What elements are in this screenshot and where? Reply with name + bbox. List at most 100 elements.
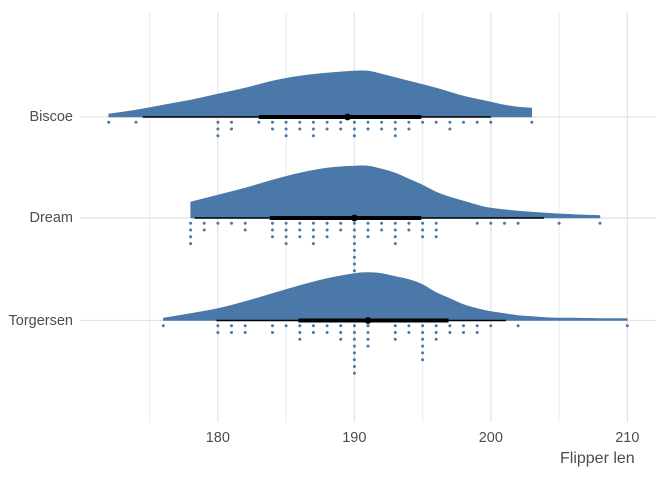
data-point-dot [230, 127, 233, 131]
data-point-dot [189, 235, 193, 239]
data-point-dot [311, 134, 315, 138]
data-point-dot [434, 221, 438, 225]
data-point-dot [325, 127, 329, 131]
data-point-dot [448, 324, 452, 328]
data-point-dot [271, 127, 274, 131]
data-point-dot [421, 120, 425, 124]
data-point-dot [325, 331, 329, 334]
data-point-dot [107, 120, 111, 124]
data-point-dot [243, 221, 247, 225]
data-point-dot [434, 337, 438, 341]
data-point-dot [530, 120, 534, 124]
data-point-dot [352, 228, 356, 232]
data-point-dot [516, 324, 520, 328]
data-point-dot [230, 331, 233, 334]
data-point-dot [352, 221, 356, 225]
data-point-dot [271, 235, 274, 239]
median-point [350, 214, 358, 222]
data-point-dot [393, 221, 397, 225]
data-point-dot [448, 127, 452, 131]
x-tick-label-210: 210 [615, 430, 640, 446]
data-point-dot [393, 228, 397, 232]
data-point-dot [243, 331, 247, 334]
data-point-dot [380, 127, 384, 131]
data-point-dot [352, 324, 356, 328]
data-point-dot [284, 134, 288, 138]
data-point-dot [311, 221, 315, 225]
data-point-dot [625, 324, 629, 328]
data-point-dot [325, 221, 329, 225]
data-point-dot [298, 337, 302, 341]
data-point-dot [421, 324, 425, 328]
data-point-dot [434, 324, 438, 328]
data-point-dot [366, 221, 370, 225]
data-point-dot [421, 228, 425, 232]
y-axis-label-torgersen: Torgersen [8, 312, 73, 329]
data-point-dot [325, 235, 329, 239]
data-point-dot [298, 331, 302, 334]
data-point-dot [339, 228, 343, 232]
data-point-dot [557, 221, 561, 225]
data-point-dot [366, 337, 370, 341]
data-point-dot [311, 242, 315, 246]
data-point-dot [352, 255, 356, 259]
data-point-dot [421, 337, 425, 341]
data-point-dot [352, 337, 356, 341]
data-point-dot [352, 120, 356, 124]
y-axis-label-dream: Dream [29, 210, 73, 226]
data-point-dot [216, 331, 220, 334]
data-point-dot [311, 120, 315, 124]
data-point-dot [189, 228, 193, 232]
data-point-dot [352, 351, 356, 355]
data-point-dot [475, 120, 479, 124]
data-point-dot [352, 371, 356, 375]
data-point-dot [202, 221, 206, 225]
data-point-dot [366, 120, 370, 124]
data-point-dot [284, 324, 288, 328]
data-point-dot [516, 221, 520, 225]
data-point-dot [189, 242, 193, 246]
data-point-dot [475, 331, 479, 334]
rain-dots [161, 324, 629, 375]
data-point-dot [298, 127, 302, 131]
data-point-dot [298, 235, 302, 239]
data-point-dot [366, 344, 370, 348]
data-point-dot [243, 228, 247, 232]
data-point-dot [311, 235, 315, 239]
data-point-dot [352, 344, 356, 348]
data-point-dot [284, 221, 288, 225]
data-point-dot [230, 324, 233, 328]
data-point-dot [352, 262, 356, 266]
row-biscoe [107, 70, 534, 138]
data-point-dot [393, 134, 397, 138]
data-point-dot [407, 331, 411, 334]
data-point-dot [339, 324, 343, 328]
data-point-dot [448, 331, 452, 334]
data-point-dot [407, 221, 411, 225]
data-point-dot [393, 331, 397, 334]
data-point-dot [393, 235, 397, 239]
rain-dots [107, 120, 534, 138]
data-point-dot [298, 120, 302, 124]
data-point-dot [284, 242, 288, 246]
data-point-dot [352, 331, 356, 334]
data-point-dot [421, 351, 425, 355]
data-point-dot [421, 358, 425, 362]
data-point-dot [339, 221, 343, 225]
data-point-dot [503, 221, 506, 225]
row-torgersen [161, 272, 629, 375]
data-point-dot [230, 221, 233, 225]
data-point-dot [393, 120, 397, 124]
data-point-dot [202, 228, 206, 232]
data-point-dot [366, 228, 370, 232]
data-point-dot [352, 358, 356, 362]
data-point-dot [352, 365, 356, 368]
data-point-dot [243, 324, 247, 328]
data-point-dot [448, 120, 452, 124]
y-axis-label-biscoe: Biscoe [29, 109, 73, 125]
data-point-dot [462, 120, 465, 124]
data-point-dot [366, 324, 370, 328]
rain-dots [189, 221, 602, 273]
